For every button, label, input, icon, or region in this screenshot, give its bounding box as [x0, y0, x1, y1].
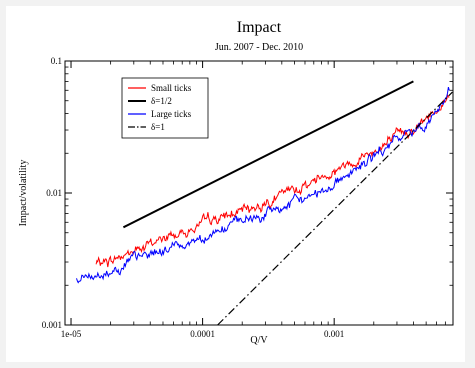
x-axis-label: Q/V [250, 335, 268, 346]
chart-card: Impact Jun. 2007 - Dec. 2010 Q/V Impact/… [6, 6, 465, 362]
series-layer [76, 80, 453, 326]
axis-layer: 1e-05 0.0001 0.001 0.001 0.01 0.1 [42, 56, 454, 339]
legend-label-large-ticks: Large ticks [151, 109, 192, 119]
y-axis-label: Impact/volatility [18, 160, 29, 227]
series-1 [217, 91, 453, 326]
x-tick-label: 1e-05 [61, 329, 82, 339]
series-1-2 [122, 80, 414, 229]
legend: Small ticks δ=1/2 Large ticks δ=1 [121, 77, 209, 139]
series-large-ticks [76, 86, 450, 284]
series-small-ticks [95, 93, 450, 268]
y-tick-label: 0.1 [51, 56, 62, 66]
legend-label-delta-half: δ=1/2 [151, 96, 172, 106]
y-tick-label: 0.001 [42, 320, 62, 330]
legend-label-delta-one: δ=1 [151, 122, 165, 132]
impact-chart: Impact Jun. 2007 - Dec. 2010 Q/V Impact/… [18, 19, 454, 346]
x-tick-label: 0.001 [324, 329, 344, 339]
chart-subtitle: Jun. 2007 - Dec. 2010 [215, 42, 303, 53]
legend-label-small-ticks: Small ticks [151, 83, 192, 93]
x-tick-label: 0.0001 [190, 329, 215, 339]
y-tick-label: 0.01 [46, 188, 62, 198]
chart-title: Impact [237, 19, 282, 36]
